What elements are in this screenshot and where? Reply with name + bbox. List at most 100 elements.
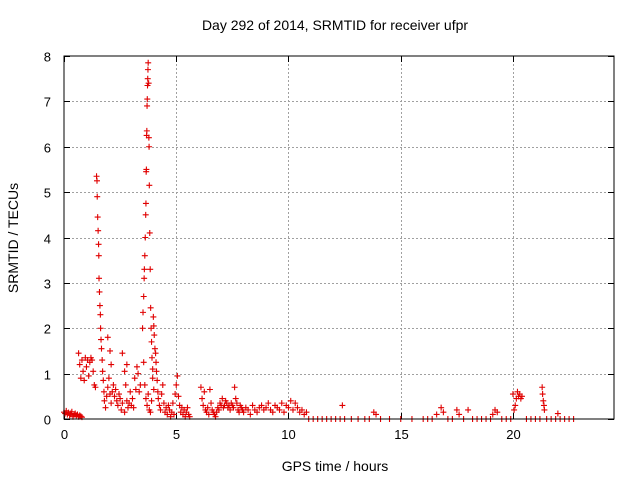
data-point [89,357,96,364]
data-point [132,386,139,393]
y-tick-label: 5 [44,186,51,201]
data-point [206,386,213,393]
data-point [119,350,126,357]
data-point [258,402,265,409]
data-point [199,395,206,402]
data-point [142,234,149,241]
data-point [233,400,240,407]
data-point [145,391,152,398]
data-point [129,395,136,402]
data-point [540,397,547,404]
data-point [373,411,380,418]
data-point [144,96,151,103]
data-point [200,402,207,409]
data-point [231,384,238,391]
data-point [78,357,85,364]
data-point [539,384,546,391]
data-point [99,368,106,375]
data-point [554,410,561,417]
data-point [122,381,129,388]
data-point [292,400,299,407]
data-point [96,275,103,282]
y-tick-label: 8 [44,50,51,65]
data-point [150,322,157,329]
data-point [232,395,239,402]
data-point [103,393,110,400]
data-point [265,400,272,407]
data-point [112,386,119,393]
data-point [285,404,292,411]
data-point [80,368,87,375]
data-point [97,325,104,332]
data-point [111,393,118,400]
data-point [230,404,237,411]
data-point [278,400,285,407]
data-point [113,397,120,404]
data-point [145,134,152,141]
data-point [148,397,155,404]
data-point [276,406,283,413]
y-tick-label: 2 [44,322,51,337]
data-point [541,406,548,413]
data-point [81,377,88,384]
data-point [160,400,167,407]
data-point [127,388,134,395]
x-tick-label: 0 [61,427,68,442]
data-point [152,350,159,357]
data-point [247,411,254,418]
y-tick-label: 7 [44,95,51,110]
grid-layer [64,56,614,419]
data-point [100,388,107,395]
data-point [140,359,147,366]
data-point [95,252,102,259]
data-point [108,361,115,368]
data-point [107,347,114,354]
data-point [339,402,346,409]
data-point [205,411,212,418]
data-point [119,400,126,407]
data-point [254,409,261,416]
data-point [118,406,125,413]
data-point [172,391,179,398]
data-point [165,402,172,409]
data-point [143,166,150,173]
data-point [153,368,160,375]
chart-title: Day 292 of 2014, SRMTID for receiver ufp… [202,17,468,33]
data-point [208,400,215,407]
data-point [184,404,191,411]
data-point [94,177,100,184]
data-point [151,345,158,352]
data-point [518,393,525,400]
data-point [154,388,161,395]
data-point [289,406,296,413]
data-point [135,370,142,377]
data-point [114,402,121,409]
data-point [171,411,177,418]
data-point [110,381,117,388]
data-point [116,391,122,398]
data-point [149,366,156,373]
data-point [145,59,152,66]
data-point [96,288,103,295]
data-point [143,127,150,134]
data-point [147,266,154,273]
data-point [281,409,287,416]
data-point [92,384,99,391]
data-point [142,395,149,402]
data-point [121,368,128,375]
data-point [141,381,148,388]
data-point [440,409,447,416]
data-point [144,66,151,73]
data-point [76,361,83,368]
data-point [146,143,153,150]
data-point [136,388,143,395]
data-point [147,409,154,416]
data-point [173,381,180,388]
data-point [456,411,463,418]
data-point [77,375,84,382]
data-point [96,302,103,309]
data-point [215,406,222,413]
data-point [227,406,234,413]
y-tick-label: 4 [44,232,51,247]
data-point [298,406,305,413]
